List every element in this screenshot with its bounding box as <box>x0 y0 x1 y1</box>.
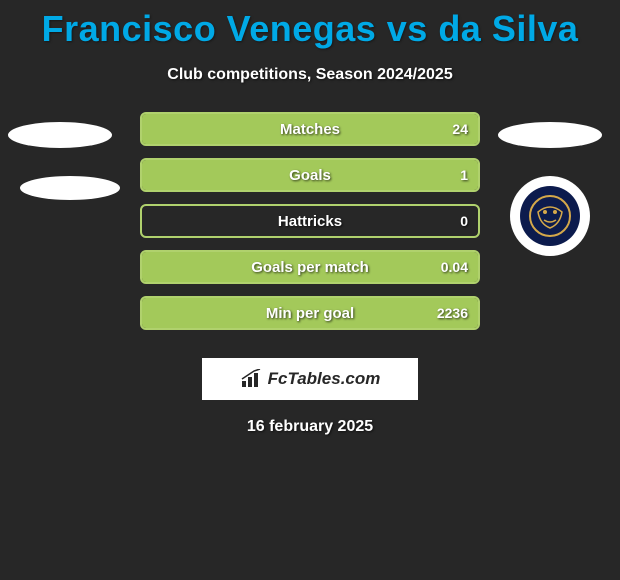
comparison-bars: Matches24 Goals1 Hattricks0 Goals per match… <box>140 112 480 342</box>
bar-label: Goals per match <box>142 259 478 276</box>
stat-bar-goals-per-match: Goals per match0.04 <box>140 250 480 284</box>
bar-label: Goals <box>142 167 478 184</box>
bar-label: Min per goal <box>142 305 478 322</box>
stat-bar-matches: Matches24 <box>140 112 480 146</box>
subtitle: Club competitions, Season 2024/2025 <box>0 66 620 84</box>
stat-bar-goals: Goals1 <box>140 158 480 192</box>
left-club-ellipse-2 <box>20 176 120 200</box>
watermark-text: FcTables.com <box>268 369 381 389</box>
bar-value-right: 0 <box>460 213 468 229</box>
right-club-badge-inner <box>510 176 590 256</box>
date-text: 16 february 2025 <box>0 418 620 436</box>
bar-label: Hattricks <box>142 213 478 230</box>
bar-value-right: 24 <box>452 121 468 137</box>
right-club-ellipse <box>498 122 602 148</box>
left-club-ellipse-1 <box>8 122 112 148</box>
club-crest-icon <box>518 184 582 248</box>
watermark-box: FcTables.com <box>202 358 418 400</box>
stat-bar-hattricks: Hattricks0 <box>140 204 480 238</box>
right-club-badge <box>510 176 590 256</box>
stats-area: Matches24 Goals1 Hattricks0 Goals per match… <box>0 112 620 352</box>
bar-value-right: 0.04 <box>441 259 468 275</box>
bar-value-right: 2236 <box>437 305 468 321</box>
chart-icon <box>240 369 264 389</box>
bar-value-right: 1 <box>460 167 468 183</box>
stat-bar-min-per-goal: Min per goal2236 <box>140 296 480 330</box>
page-title: Francisco Venegas vs da Silva <box>0 0 620 50</box>
bar-label: Matches <box>142 121 478 138</box>
